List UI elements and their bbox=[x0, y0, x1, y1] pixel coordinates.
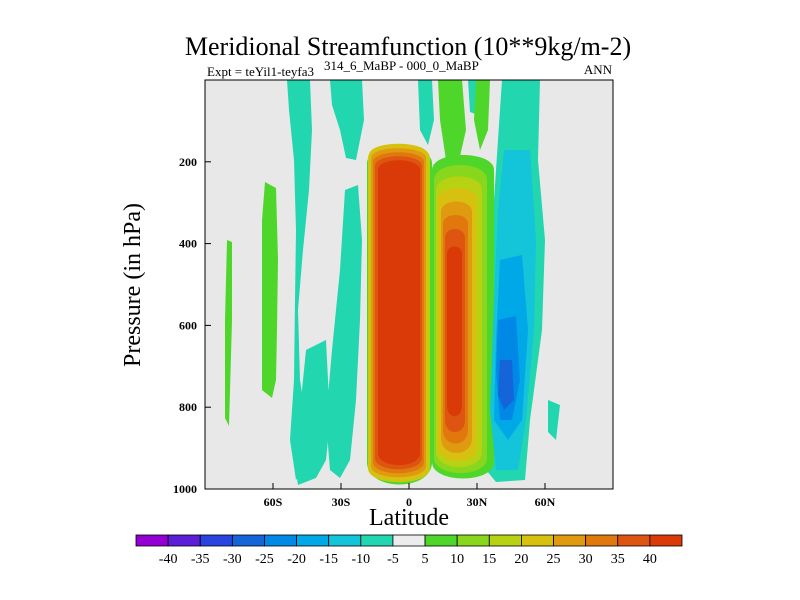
tropical-cell bbox=[367, 143, 432, 485]
y-tick-label: 600 bbox=[179, 318, 197, 332]
colorbar-swatch bbox=[424, 534, 458, 547]
x-tick-label: 60S bbox=[264, 495, 283, 509]
y-axis-label: Pressure (in hPa) bbox=[120, 203, 146, 367]
colorbar-swatch bbox=[585, 534, 619, 547]
contour-neg5-upper-left bbox=[287, 80, 312, 480]
colorbar-swatch bbox=[264, 534, 297, 547]
contour-neg5-mid-band bbox=[326, 185, 362, 478]
colorbar-label: -25 bbox=[255, 552, 274, 567]
y-tick-label: 800 bbox=[179, 400, 197, 414]
colorbar-label: 25 bbox=[547, 552, 561, 567]
colorbar-swatch bbox=[617, 534, 651, 547]
contour-pos5-southern-band bbox=[262, 182, 278, 398]
subtitle-season: ANN bbox=[584, 62, 613, 77]
x-axis-ticks: 60S 30S 0 30N 60N bbox=[264, 483, 556, 509]
subtropical-cell-40 bbox=[447, 246, 462, 417]
colorbar-swatch bbox=[553, 534, 587, 547]
y-tick-label: 1000 bbox=[173, 482, 197, 496]
contour-neg5-upper-mid bbox=[330, 80, 364, 160]
x-tick-label: 60N bbox=[535, 495, 556, 509]
colorbar-label: 35 bbox=[611, 552, 625, 567]
y-axis-ticks: 200 400 600 800 1000 bbox=[173, 155, 211, 496]
x-tick-label: 30N bbox=[467, 495, 488, 509]
contour-neg5-top-center bbox=[418, 80, 434, 145]
contour-fills bbox=[225, 80, 560, 485]
contour-pos5-far-south bbox=[225, 240, 232, 426]
colorbar-label: -40 bbox=[159, 552, 178, 567]
colorbar-label: 10 bbox=[450, 552, 464, 567]
negative-cell-north bbox=[490, 150, 536, 470]
colorbar-swatch bbox=[231, 534, 265, 547]
contour-neg5-right-edge bbox=[548, 400, 560, 440]
colorbar-swatch bbox=[488, 534, 522, 547]
colorbar-swatch bbox=[456, 534, 490, 547]
colorbar-label: 40 bbox=[643, 552, 657, 567]
contour-pos5-top-right bbox=[474, 80, 490, 150]
x-tick-label: 30S bbox=[332, 495, 351, 509]
colorbar-label: -10 bbox=[351, 552, 370, 567]
colorbar-label: -5 bbox=[387, 552, 399, 567]
contour-pos5-top-center bbox=[438, 80, 466, 165]
y-tick-label: 200 bbox=[179, 155, 197, 169]
colorbar-label: 15 bbox=[482, 552, 496, 567]
y-tick-label: 400 bbox=[179, 237, 197, 251]
x-axis-label: Latitude bbox=[369, 505, 449, 531]
colorbar-swatch bbox=[296, 534, 330, 547]
colorbar-swatch bbox=[521, 534, 554, 547]
colorbar-swatch bbox=[135, 534, 169, 547]
colorbar-label: 30 bbox=[579, 552, 593, 567]
colorbar-label: -20 bbox=[287, 552, 306, 567]
colorbar-label: -30 bbox=[223, 552, 242, 567]
plot-area: 200 400 600 800 1000 60S 30S 0 30N 60N bbox=[173, 79, 614, 509]
colorbar-label: -35 bbox=[191, 552, 210, 567]
colorbar-label: -15 bbox=[319, 552, 338, 567]
colorbar-swatch bbox=[328, 534, 362, 547]
contour-neg5-lower-left bbox=[294, 340, 330, 485]
colorbar-swatch bbox=[649, 534, 683, 547]
colorbar-label: 5 bbox=[422, 552, 429, 567]
negative-cell-25 bbox=[498, 360, 514, 410]
chart-title: Meridional Streamfunction (10**9kg/m-2) bbox=[185, 32, 631, 61]
subtropical-cell bbox=[432, 155, 494, 479]
tropical-cell-40 bbox=[378, 160, 420, 465]
subtitle-period: 314_6_MaBP - 000_0_MaBP bbox=[324, 58, 479, 73]
colorbar-swatch bbox=[199, 534, 233, 547]
colorbar-swatch bbox=[392, 534, 426, 547]
subtitle-experiment: Expt = teYil1-teyfa3 bbox=[207, 64, 314, 79]
colorbar-label: 20 bbox=[514, 552, 528, 567]
colorbar: -40 -35 -30 -25 -20 -15 -10 -5 5 10 15 20 25 30 35 40 bbox=[135, 534, 683, 567]
colorbar-swatch bbox=[360, 534, 394, 547]
x-tick-label: 0 bbox=[406, 495, 412, 509]
colorbar-swatch bbox=[167, 534, 201, 547]
